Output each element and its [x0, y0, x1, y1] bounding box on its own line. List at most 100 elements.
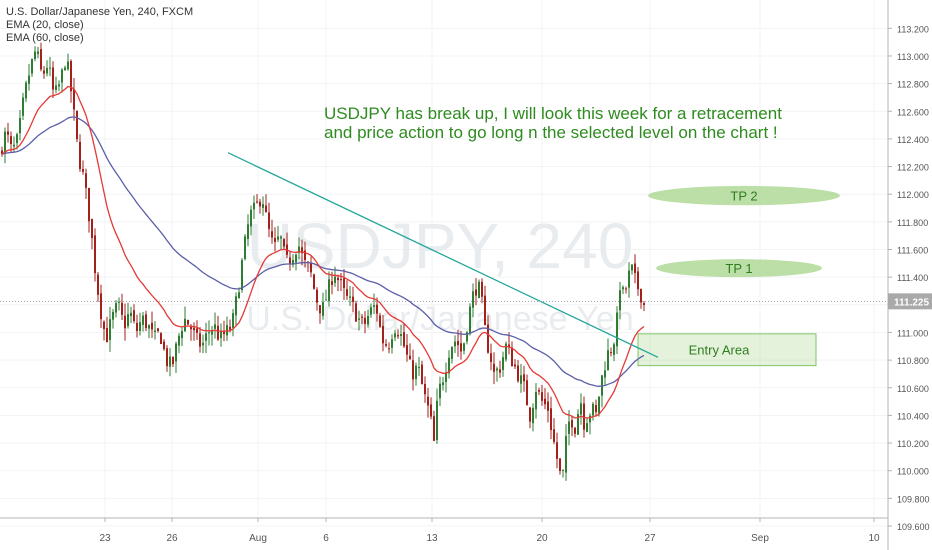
- price-tick-13: 112.200: [897, 163, 929, 173]
- candle-72: [217, 315, 219, 341]
- candle-58: [175, 341, 177, 374]
- candle-144: [433, 410, 435, 442]
- candle-21: [64, 65, 66, 71]
- candle-174: [523, 365, 525, 392]
- candle-209: [628, 262, 630, 298]
- candle-149: [448, 350, 450, 379]
- chart-annotation: USDJPY has break up, I will look this we…: [324, 104, 782, 142]
- candle-17: [52, 61, 54, 99]
- candle-189: [568, 410, 570, 446]
- candle-147: [442, 376, 444, 391]
- candle-6: [19, 110, 21, 141]
- price-axis[interactable]: 109.600 109.800 110.000 110.200 110.400 110.6…: [887, 0, 930, 550]
- candle-201: [604, 361, 606, 387]
- candle-30: [91, 218, 93, 250]
- candle-158: [475, 278, 477, 306]
- candle-24: [73, 78, 75, 121]
- candle-176: [529, 406, 531, 429]
- candle-190: [571, 415, 573, 437]
- price-zones: [637, 185, 840, 367]
- candle-66: [199, 327, 201, 353]
- time-tick-3: 6: [323, 533, 329, 544]
- candle-69: [208, 320, 210, 346]
- candle-106: [319, 305, 321, 324]
- candle-208: [625, 286, 627, 294]
- candle-143: [430, 397, 432, 420]
- price-tick-16: 112.800: [897, 80, 929, 90]
- candle-78: [235, 292, 237, 327]
- candle-92: [277, 225, 279, 242]
- candle-191: [574, 426, 576, 438]
- candle-170: [511, 341, 513, 367]
- candle-127: [382, 315, 384, 352]
- candle-177: [532, 403, 534, 432]
- ema-20-line: [1, 85, 645, 419]
- candle-65: [196, 320, 198, 340]
- candle-132: [397, 329, 399, 339]
- candle-188: [565, 424, 567, 481]
- candle-116: [349, 285, 351, 306]
- candle-71: [214, 312, 216, 339]
- trendline[interactable]: [227, 152, 659, 358]
- candle-61: [184, 306, 186, 333]
- candle-130: [391, 334, 393, 354]
- price-tick-3: 110.200: [897, 439, 929, 449]
- candle-62: [187, 319, 189, 325]
- symbol-title: U.S. Dollar/Japanese Yen, 240, FXCM: [6, 6, 194, 18]
- candle-9: [28, 63, 30, 91]
- candle-23: [70, 59, 72, 103]
- candle-135: [406, 334, 408, 362]
- candle-164: [493, 352, 495, 385]
- candle-94: [283, 238, 285, 250]
- candle-129: [388, 342, 390, 354]
- candle-55: [166, 345, 168, 372]
- tp1-zone[interactable]: [656, 259, 822, 278]
- candle-185: [556, 432, 558, 469]
- candle-97: [292, 254, 294, 268]
- candle-184: [553, 418, 555, 445]
- price-tick-4: 110.400: [897, 411, 929, 421]
- candle-18: [55, 76, 57, 94]
- candle-211: [634, 254, 636, 284]
- candle-204: [613, 342, 615, 362]
- candle-35: [106, 316, 108, 343]
- candle-29: [88, 187, 90, 233]
- entry-area-zone[interactable]: [637, 333, 817, 367]
- candle-120: [361, 314, 363, 325]
- candle-70: [211, 325, 213, 346]
- candle-151: [454, 335, 456, 354]
- candle-73: [220, 323, 222, 347]
- candle-163: [490, 343, 492, 371]
- candle-31: [94, 228, 96, 282]
- ema-60-line: [1, 116, 645, 387]
- candle-80: [241, 257, 243, 293]
- price-tick-12: 112.000: [897, 190, 929, 200]
- price-tick-1: 109.800: [897, 494, 930, 504]
- candle-161: [484, 285, 486, 326]
- candle-159: [478, 279, 480, 299]
- candle-47: [142, 311, 144, 332]
- last-price-label: 111.225: [894, 297, 929, 308]
- candle-145: [436, 388, 438, 444]
- candle-152: [457, 329, 459, 357]
- time-axis[interactable]: 23 26 Aug 6 13 20 27 Sep 10: [0, 517, 888, 544]
- tp1-zone-label: TP 1: [725, 261, 752, 276]
- candle-137: [412, 349, 414, 391]
- price-tick-11: 111.800: [897, 218, 928, 228]
- candle-25: [76, 110, 78, 143]
- candle-107: [322, 292, 324, 320]
- candle-75: [226, 316, 228, 341]
- candle-154: [463, 342, 465, 355]
- candle-212: [637, 266, 639, 296]
- candle-157: [472, 283, 474, 318]
- candle-196: [589, 413, 591, 435]
- candle-54: [163, 339, 165, 351]
- tp2-zone[interactable]: [648, 185, 840, 206]
- candle-14: [43, 66, 45, 79]
- candle-40: [121, 293, 123, 320]
- candle-198: [595, 399, 597, 416]
- time-tick-6: 27: [644, 533, 656, 544]
- candle-124: [373, 293, 375, 314]
- candle-15: [46, 60, 48, 77]
